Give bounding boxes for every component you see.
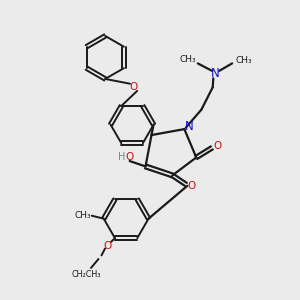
Text: O: O (126, 152, 134, 163)
Text: CH₃: CH₃ (74, 211, 91, 220)
Text: CH₃: CH₃ (235, 56, 252, 65)
Text: H: H (118, 152, 125, 163)
Text: N: N (211, 68, 220, 80)
Text: CH₂CH₃: CH₂CH₃ (72, 270, 101, 279)
Text: N: N (184, 120, 193, 133)
Text: O: O (103, 241, 112, 250)
Text: O: O (213, 141, 221, 152)
Text: O: O (188, 181, 196, 191)
Text: CH₃: CH₃ (179, 55, 196, 64)
Text: O: O (130, 82, 138, 92)
